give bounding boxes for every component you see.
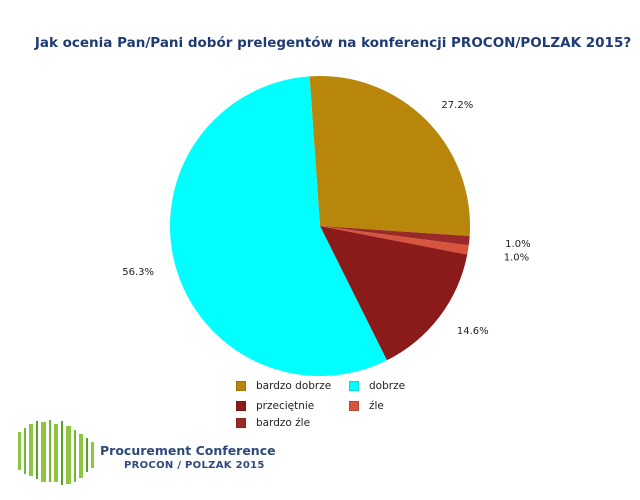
barcode-logo-icon — [18, 420, 94, 485]
legend-item-bardzo-zle: bardzo źle — [236, 416, 310, 430]
legend-label: źle — [369, 400, 384, 412]
legend-label: dobrze — [369, 380, 406, 392]
legend-swatch — [349, 401, 359, 411]
legend-item-bardzo-dobrze: bardzo dobrze — [236, 379, 331, 393]
legend-item-zle: źle — [349, 399, 384, 413]
pie-slice-przeciętnie — [320, 226, 468, 361]
legend-swatch — [236, 401, 246, 411]
pie-slice-źle — [320, 226, 469, 255]
pie-slice-label: 56.3% — [122, 267, 154, 278]
pie-slice-label: 1.0% — [504, 253, 529, 264]
legend-swatch — [236, 418, 246, 428]
legend-label: przeciętnie — [256, 400, 315, 412]
legend-label: bardzo dobrze — [256, 380, 332, 392]
logo-title: Procurement Conference — [100, 443, 276, 458]
legend-item-przecietnie: przeciętnie — [236, 399, 314, 413]
legend-item-dobrze: dobrze — [349, 379, 405, 393]
pie-slice-bardzo-źle — [320, 226, 470, 246]
pie-slice-bardzo-dobrze — [309, 76, 470, 236]
logo-subtitle: PROCON / POLZAK 2015 — [124, 460, 265, 471]
procurement-conference-logo — [18, 420, 94, 485]
chart-title: Jak ocenia Pan/Pani dobór prelegentów na… — [34, 35, 632, 51]
pie-slice-label: 27.2% — [441, 100, 473, 111]
legend-swatch — [349, 381, 359, 391]
pie-slice-label: 1.0% — [505, 239, 530, 250]
legend-swatch — [236, 381, 246, 391]
legend-label: bardzo źle — [256, 417, 311, 429]
pie-slice-label: 14.6% — [457, 326, 489, 337]
pie-slice-dobrze — [170, 76, 387, 377]
pie-chart: 27.2% 1.0% 1.0% 14.6% 56.3% — [122, 76, 531, 377]
